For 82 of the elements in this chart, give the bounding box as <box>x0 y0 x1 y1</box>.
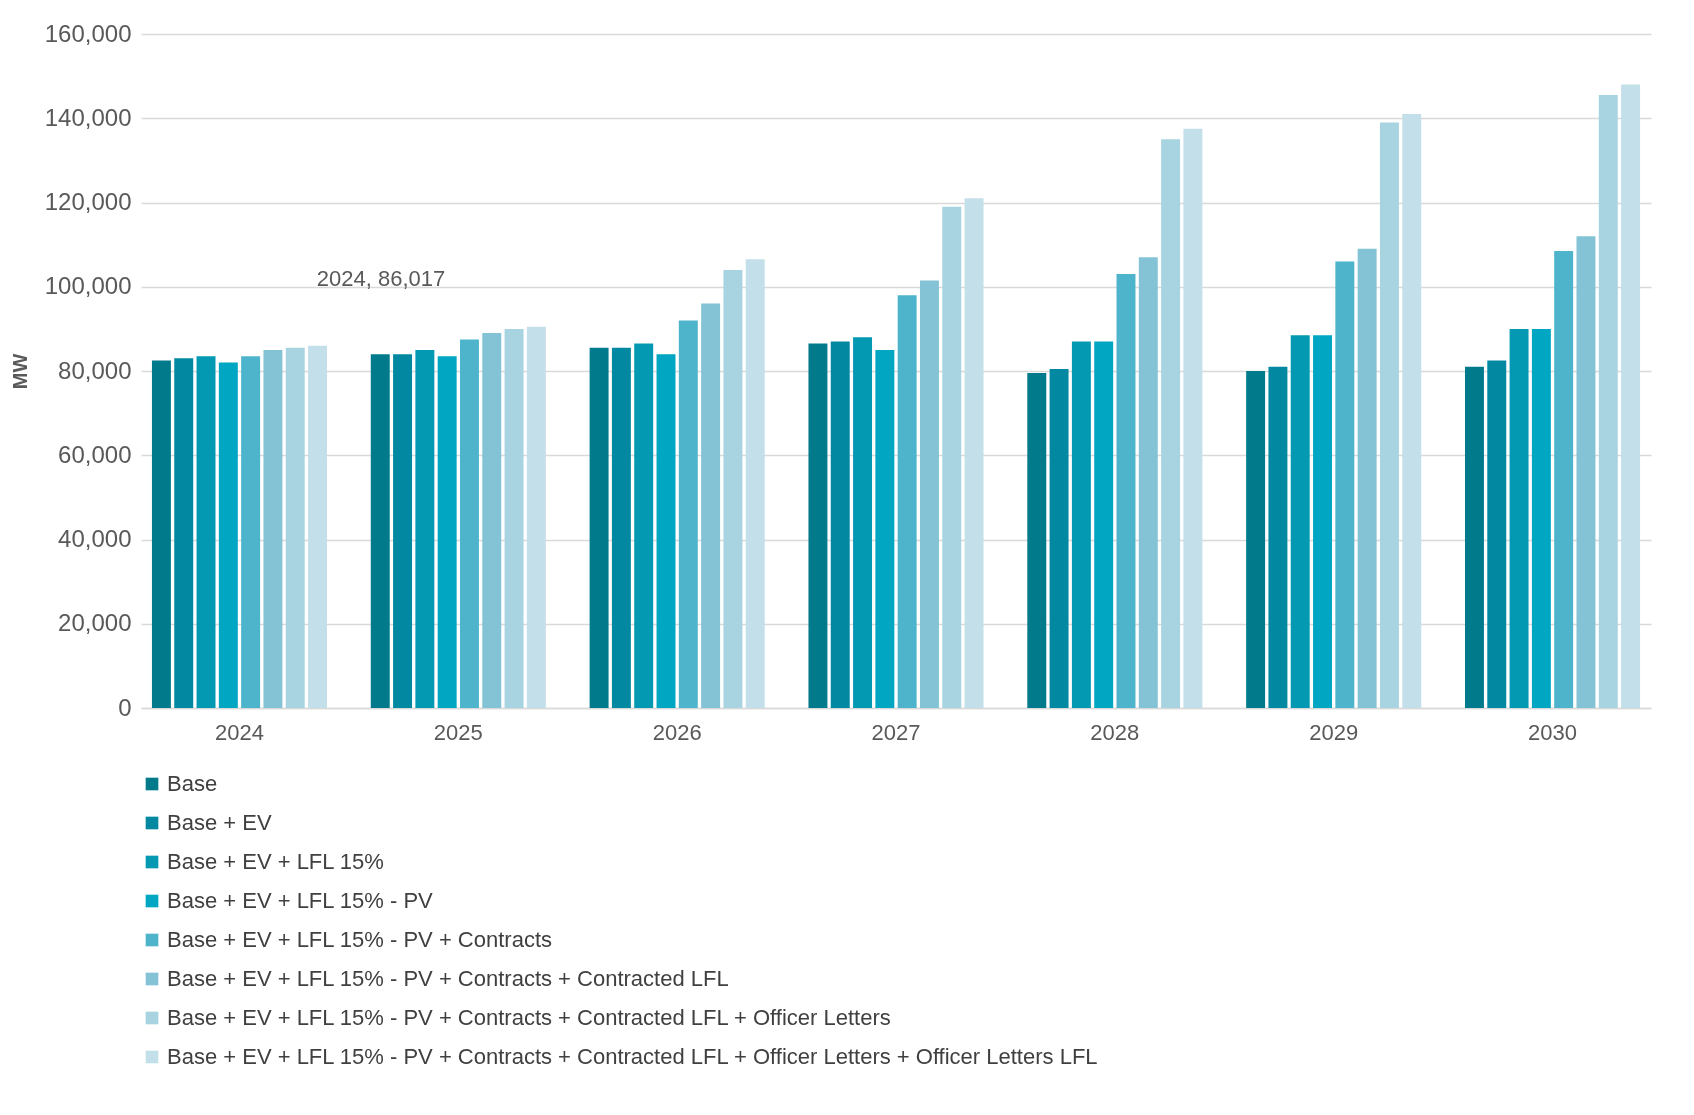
bar <box>1379 122 1399 708</box>
bar <box>1531 328 1551 708</box>
y-tick-label: 160,000 <box>44 19 132 47</box>
y-tick-label: 120,000 <box>44 188 132 215</box>
bar <box>285 347 305 708</box>
bar <box>174 358 194 708</box>
bar <box>723 269 743 708</box>
bar <box>263 349 283 708</box>
bar <box>656 354 676 708</box>
legend-label: Base + EV + LFL 15% - PV + Contracts + Contracted LFL + Officer Letters <box>167 1005 891 1030</box>
bar <box>919 280 939 708</box>
legend-label: Base + EV + LFL 15% - PV + Contracts <box>167 927 552 952</box>
y-tick-label: 60,000 <box>58 440 132 468</box>
bar <box>1071 341 1091 708</box>
bar <box>526 326 546 708</box>
bar <box>830 341 850 708</box>
bar <box>897 295 917 708</box>
bar <box>1554 250 1574 708</box>
bar <box>1313 335 1333 708</box>
bar <box>1464 366 1484 708</box>
bar <box>853 337 873 708</box>
bar <box>1621 84 1641 708</box>
bar <box>1094 341 1114 708</box>
y-tick-label: 0 <box>118 693 132 721</box>
bar <box>1049 368 1069 708</box>
x-tick-label: 2024 <box>215 719 264 745</box>
bar <box>308 345 328 708</box>
bar <box>964 198 984 708</box>
bar <box>1576 236 1596 708</box>
y-axis-title: MW <box>8 353 31 390</box>
y-tick-label: 20,000 <box>58 609 132 637</box>
legend-label: Base <box>167 771 218 796</box>
y-tick-label: 80,000 <box>58 356 132 384</box>
bar <box>218 362 238 708</box>
bar <box>370 354 390 708</box>
bar <box>1487 360 1507 708</box>
bar <box>459 339 479 708</box>
bar <box>1357 248 1377 708</box>
x-tick-label: 2026 <box>652 719 702 745</box>
bar <box>437 356 457 708</box>
bar <box>151 360 171 708</box>
bar <box>678 320 698 708</box>
y-tick-label: 40,000 <box>58 525 132 552</box>
bar <box>808 343 828 708</box>
bar <box>1598 95 1618 708</box>
x-tick-label: 2029 <box>1309 719 1359 745</box>
bar <box>482 333 502 708</box>
bar <box>1268 366 1288 708</box>
bar <box>1290 335 1310 708</box>
x-tick-label: 2027 <box>871 719 921 745</box>
bar <box>875 349 895 708</box>
bar <box>611 347 631 708</box>
legend-label: Base + EV + LFL 15% <box>167 849 384 874</box>
bar <box>1509 328 1529 708</box>
bar <box>1183 128 1203 708</box>
bar <box>504 328 524 708</box>
bar <box>241 356 261 708</box>
bar <box>1138 257 1158 708</box>
bar <box>415 349 435 708</box>
bar <box>745 259 765 708</box>
annotation: 2024, 86,017 <box>316 266 446 291</box>
bar <box>1116 274 1136 708</box>
y-tick-label: 140,000 <box>44 103 132 131</box>
legend-label: Base + EV + LFL 15% - PV + Contracts + Contracted LFL <box>167 966 729 991</box>
bar <box>1027 373 1047 708</box>
bar <box>942 206 962 708</box>
legend-label: Base + EV + LFL 15% - PV + Contracts + Contracted LFL + Officer Letters + Officer Letters LFL <box>167 1044 1098 1069</box>
bar <box>1246 371 1266 708</box>
legend-label: Base + EV + LFL 15% - PV <box>167 888 434 913</box>
bar <box>589 347 609 708</box>
bar <box>393 354 413 708</box>
x-tick-label: 2025 <box>433 719 483 745</box>
x-tick-label: 2028 <box>1090 719 1140 745</box>
bar <box>196 356 216 708</box>
y-tick-label: 100,000 <box>44 272 132 300</box>
legend-label: Base + EV <box>167 810 272 835</box>
x-tick-label: 2030 <box>1528 719 1577 745</box>
bar <box>701 303 721 708</box>
bar <box>634 343 654 708</box>
bar <box>1161 139 1181 708</box>
bar <box>1402 114 1422 708</box>
bar <box>1335 261 1355 708</box>
